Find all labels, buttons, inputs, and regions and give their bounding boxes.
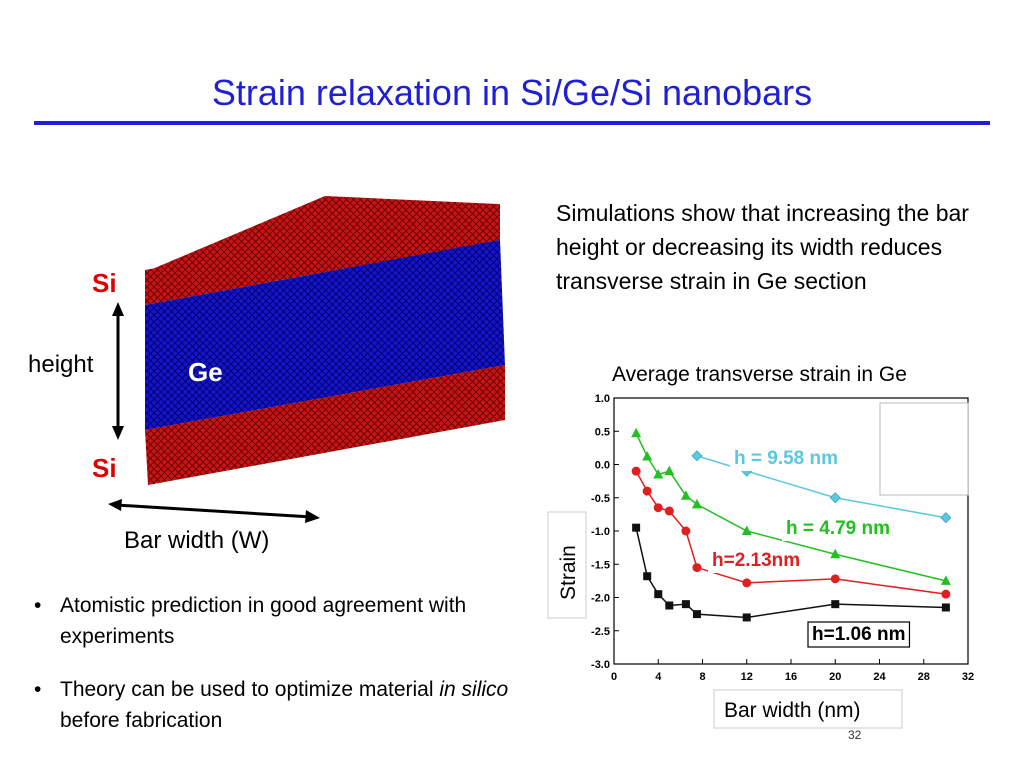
page-number: 32 <box>848 728 862 742</box>
y-tick-label: 1.0 <box>595 393 610 405</box>
chart-series: h = 9.58 nm h = 4.79 nm h=2.13nm h=1.06 nm <box>631 427 952 648</box>
data-point <box>642 451 653 461</box>
series-label: h=2.13nm <box>712 550 800 571</box>
data-point <box>831 600 840 609</box>
series-label-box <box>782 516 895 541</box>
data-point <box>653 468 664 479</box>
height-arrow <box>112 302 124 440</box>
title-underline <box>34 121 990 125</box>
data-point <box>691 498 702 509</box>
x-tick-label: 8 <box>699 671 705 683</box>
data-point <box>941 603 950 612</box>
data-point <box>654 590 663 599</box>
data-point <box>631 466 641 476</box>
inset-box <box>879 402 969 496</box>
data-point <box>665 601 674 610</box>
simulation-summary: Simulations show that increasing the bar… <box>556 200 969 294</box>
data-point <box>741 525 752 535</box>
y-tick-label: -1.0 <box>591 526 610 538</box>
ge-label: Ge <box>188 357 223 387</box>
x-tick-label: 32 <box>962 671 974 683</box>
data-point <box>681 600 690 609</box>
series-1: h = 4.79 nm <box>631 427 951 585</box>
data-point <box>681 526 691 536</box>
data-point <box>941 589 951 599</box>
ylabel-box <box>547 511 587 619</box>
bullet-optimize-before: Theory can be used to optimize material <box>60 678 440 701</box>
y-tick-label: 0.5 <box>595 426 610 438</box>
series-0: h = 9.58 nm <box>691 446 952 524</box>
bar-front-si-top <box>145 204 500 305</box>
bullet-optimize-after: before fabrication <box>60 709 223 732</box>
chart-xlabel: Bar width (nm) <box>724 699 861 722</box>
chart-ylabel: Strain <box>557 545 580 600</box>
chart-title: Average transverse strain in Ge <box>612 363 907 386</box>
data-point <box>742 613 751 622</box>
data-point <box>653 503 663 513</box>
width-arrow <box>108 499 320 523</box>
bullet-optimize-em: in silico <box>439 678 509 701</box>
series-label: h=1.06 nm <box>812 624 905 645</box>
bar-width-label: Bar width (W) <box>124 527 269 554</box>
data-point <box>680 490 691 500</box>
series-3: h=1.06 nm <box>632 523 950 648</box>
bar-front-ge <box>145 240 505 430</box>
slide-title: Strain relaxation in Si/Ge/Si nanobars <box>211 72 813 113</box>
x-tick-label: 20 <box>829 671 841 683</box>
y-tick-label: 0.0 <box>595 460 610 472</box>
y-tick-label: -2.0 <box>591 593 610 605</box>
y-tick-label: -2.5 <box>591 626 610 638</box>
data-point <box>664 506 674 516</box>
x-tick-label: 16 <box>785 671 797 683</box>
data-point <box>691 450 703 462</box>
data-point <box>692 563 702 573</box>
x-tick-label: 12 <box>741 671 753 683</box>
xlabel-box <box>713 689 903 729</box>
data-point <box>632 523 641 532</box>
y-tick-label: -3.0 <box>591 659 610 671</box>
bar-front-si-bottom <box>145 365 505 485</box>
data-point <box>664 465 675 476</box>
series-label-box <box>807 621 911 648</box>
series-label-box <box>708 548 805 573</box>
si-top-label: Si <box>92 268 117 298</box>
x-tick-label: 24 <box>873 671 886 683</box>
data-point <box>940 575 951 585</box>
series-label: h = 9.58 nm <box>734 448 838 469</box>
series-2: h=2.13nm <box>631 466 951 599</box>
y-tick-label: -0.5 <box>591 493 610 505</box>
height-label: height <box>28 351 94 378</box>
bullet-list: Atomistic prediction in good agreement w… <box>32 590 532 758</box>
series-label: h = 4.79 nm <box>786 518 890 539</box>
data-point <box>829 492 841 504</box>
y-tick-label: -1.5 <box>591 559 610 571</box>
bullet-agreement-text: Atomistic prediction in good agreement w… <box>60 594 467 648</box>
data-point <box>940 512 952 524</box>
chart-axes: 1.0 0.5 0.0 -0.5 -1.0 -1.5 -2.0 -2.5 -3.00 4 8 12 16… <box>591 393 974 683</box>
data-point <box>830 548 841 559</box>
bullet-agreement: Atomistic prediction in good agreement w… <box>32 590 532 652</box>
data-point <box>692 610 701 619</box>
si-bottom-label: Si <box>92 453 117 483</box>
x-tick-label: 0 <box>611 671 617 683</box>
x-tick-label: 28 <box>918 671 930 683</box>
series-line <box>696 455 947 519</box>
x-tick-label: 4 <box>655 671 662 683</box>
data-point <box>642 486 652 496</box>
data-point <box>742 578 752 588</box>
data-point <box>643 572 652 581</box>
data-point <box>631 427 642 438</box>
data-point <box>830 574 840 584</box>
series-label-box <box>730 446 843 471</box>
bullet-optimize: Theory can be used to optimize material … <box>32 674 532 736</box>
